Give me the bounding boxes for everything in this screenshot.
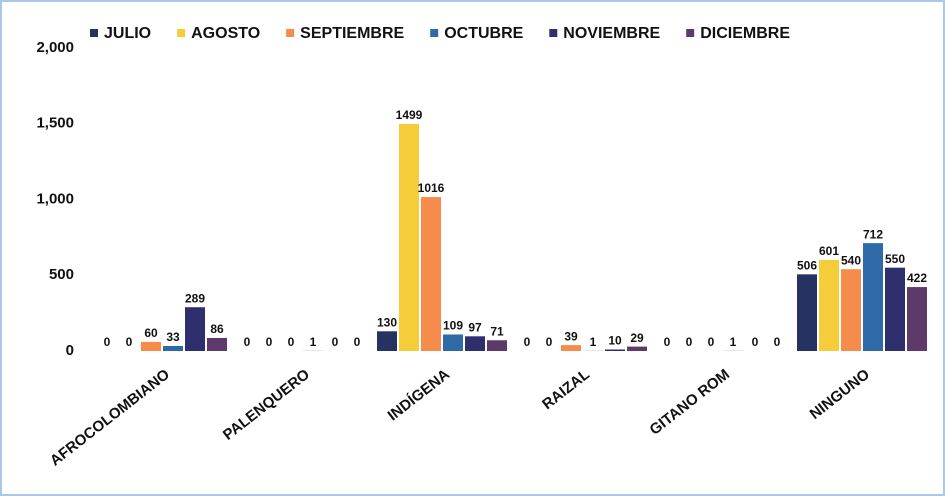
legend-label: OCTUBRE — [444, 25, 523, 42]
value-label: 1 — [590, 335, 597, 349]
value-label: 506 — [797, 259, 817, 273]
x-tick-label: INDÍGENA — [385, 366, 453, 425]
value-label: 1499 — [396, 108, 423, 122]
value-label: 39 — [564, 329, 578, 343]
value-label: 0 — [774, 335, 781, 349]
x-tick-label: RAIZAL — [539, 366, 593, 413]
x-tick-label: NINGUNO — [807, 366, 874, 423]
x-tick-label: AFROCOLOMBIANO — [47, 366, 173, 470]
legend-label: AGOSTO — [191, 25, 260, 42]
legend-swatch — [286, 29, 295, 37]
value-label: 29 — [630, 331, 644, 345]
value-label: 1 — [730, 335, 737, 349]
bar — [207, 337, 227, 351]
value-label: 601 — [819, 244, 839, 258]
bar — [377, 331, 397, 351]
legend-label: DICIEMBRE — [700, 25, 790, 42]
value-label: 0 — [524, 335, 531, 349]
legend-swatch — [549, 29, 558, 37]
bar — [627, 346, 647, 351]
x-tick-label: PALENQUERO — [220, 366, 313, 444]
value-label: 0 — [686, 335, 693, 349]
bar — [885, 267, 905, 351]
value-label: 0 — [244, 335, 251, 349]
value-label: 0 — [354, 335, 361, 349]
legend-swatch — [177, 29, 186, 37]
bar — [819, 259, 839, 351]
y-tick-label: 1,000 — [36, 190, 74, 207]
value-label: 0 — [664, 335, 671, 349]
legend-label: NOVIEMBRE — [563, 25, 660, 42]
value-label: 540 — [841, 253, 861, 267]
value-label: 1 — [310, 335, 317, 349]
y-tick-label: 0 — [66, 342, 74, 359]
bar — [605, 349, 625, 351]
bar — [465, 336, 485, 351]
bar — [797, 274, 817, 351]
value-label: 33 — [166, 330, 180, 344]
bar — [487, 340, 507, 351]
bar — [141, 341, 161, 351]
value-label: 289 — [185, 291, 205, 305]
legend-label: JULIO — [104, 25, 151, 42]
value-label: 0 — [126, 335, 133, 349]
value-label: 0 — [104, 335, 111, 349]
value-label: 109 — [443, 319, 463, 333]
value-label: 86 — [210, 322, 224, 336]
value-label: 1016 — [418, 181, 445, 195]
x-tick-label: GITANO ROM — [646, 366, 732, 439]
value-label: 0 — [266, 335, 273, 349]
value-label: 422 — [907, 271, 927, 285]
y-tick-label: 1,500 — [36, 115, 74, 132]
value-label: 550 — [885, 252, 905, 266]
value-label: 60 — [144, 326, 158, 340]
legend-swatch — [90, 29, 98, 37]
y-tick-label: 2,000 — [36, 39, 74, 56]
bar — [163, 346, 183, 351]
value-label: 71 — [490, 324, 504, 338]
value-label: 0 — [752, 335, 759, 349]
value-label: 0 — [546, 335, 553, 349]
legend-swatch — [430, 29, 439, 37]
value-label: 97 — [468, 320, 482, 334]
bar — [399, 123, 419, 352]
value-label: 0 — [332, 335, 339, 349]
bar — [863, 243, 883, 351]
value-label: 712 — [863, 227, 883, 241]
y-tick-label: 500 — [49, 266, 74, 283]
value-label: 130 — [377, 315, 397, 329]
bar — [185, 307, 205, 351]
legend-swatch — [686, 29, 695, 37]
legend-label: SEPTIEMBRE — [300, 25, 404, 42]
bar — [907, 287, 927, 351]
value-label: 0 — [708, 335, 715, 349]
bar — [443, 334, 463, 351]
value-label: 0 — [288, 335, 295, 349]
bar — [561, 345, 581, 351]
value-label: 10 — [608, 334, 622, 348]
bar — [421, 197, 441, 351]
bar — [841, 269, 861, 351]
